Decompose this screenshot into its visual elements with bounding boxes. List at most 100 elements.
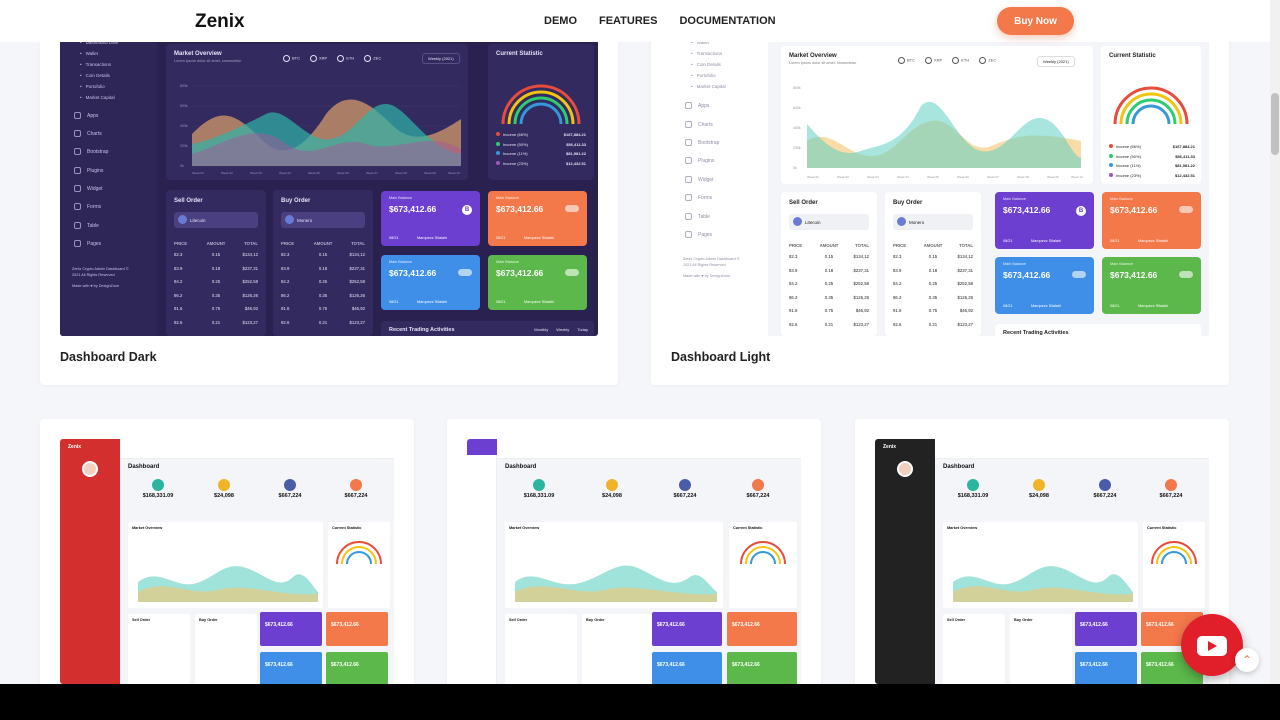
sell-coin-select[interactable]: Litecoin bbox=[789, 214, 869, 230]
toggle-icon bbox=[565, 205, 579, 212]
buy-order-title: Buy Order bbox=[281, 198, 311, 204]
plugins-icon bbox=[74, 167, 81, 174]
svg-text:Week 03: Week 03 bbox=[250, 171, 262, 175]
sidebar-sub-item: Dashboard Dark bbox=[80, 40, 119, 45]
demo-card-dark[interactable]: Dashboard Dark Wallet Transactions Coin … bbox=[40, 30, 618, 385]
recent-trading-panel: Recent Trading Activities Monthly Weekly T… bbox=[381, 321, 594, 336]
demo-card-purple-sidebar[interactable]: Dashboard $168,331.09 $24,098 $667,224 $… bbox=[447, 419, 821, 699]
preview-sidebar: Zenix bbox=[875, 439, 935, 684]
apps-icon bbox=[685, 102, 692, 109]
svg-text:Week 07: Week 07 bbox=[987, 175, 999, 179]
svg-text:Week 10: Week 10 bbox=[1071, 175, 1083, 179]
weekly-select[interactable]: Weekly (2021) bbox=[1037, 56, 1075, 67]
sell-order-table: PRICE AMOUNT TOTAL 82.3 0.15 $134,12 83.9 0.1… bbox=[174, 241, 258, 325]
buy-now-button[interactable]: Buy Now bbox=[997, 7, 1074, 35]
nav-link-features[interactable]: FEATURES bbox=[599, 15, 658, 27]
card-caption[interactable]: Dashboard Light bbox=[671, 350, 771, 364]
sidebar-sub-item: Portofolio bbox=[80, 84, 105, 89]
balance-card-purple[interactable]: Main Balance $673,412.66 08/21 Marquezz Sil… bbox=[995, 192, 1094, 249]
sell-order-panel: Sell Order Litecoin PRICE AMOUNT TOTAL 82.… bbox=[166, 190, 266, 336]
dashboard-light-preview[interactable]: Wallet Transactions Coin Details Portofo… bbox=[671, 40, 1209, 336]
nav-link-demo[interactable]: DEMO bbox=[544, 15, 577, 27]
market-overview-subtitle: Lorem ipsum dolor sit amet, consectetur bbox=[174, 59, 242, 63]
sidebar-footer: Zenix Crypto Admin Dashboard © 2021 All … bbox=[72, 267, 129, 288]
balance-card-orange[interactable]: Main Balance $673,412.66 08/21 Marquezz Sil… bbox=[1102, 192, 1201, 249]
pages-icon bbox=[685, 231, 692, 238]
current-statistic-panel: Current Statistic Income (66%) $167,884.2… bbox=[488, 44, 594, 180]
y-tick: 400k bbox=[180, 124, 188, 128]
buy-coin-select[interactable]: Monero bbox=[893, 214, 973, 230]
top-navbar: Zenix DEMO FEATURES DOCUMENTATION Buy No… bbox=[0, 0, 1270, 42]
balance-card-green[interactable]: Main Balance $673,412.66 08/21 Marquezz Sil… bbox=[488, 255, 587, 310]
svg-text:Week 04: Week 04 bbox=[897, 175, 909, 179]
dashboard-dark-preview[interactable]: Dashboard Dark Wallet Transactions Coin … bbox=[60, 40, 598, 336]
sidebar-sub-item: Wallet bbox=[80, 51, 98, 56]
sidebar-item: Forms bbox=[74, 203, 101, 210]
balance-card-blue[interactable]: Main Balance $673,412.66 08/21 Marquezz Sil… bbox=[995, 257, 1094, 314]
scroll-to-top-button[interactable]: ⌃ bbox=[1235, 648, 1259, 672]
sidebar-item: Bootstrap bbox=[74, 148, 108, 155]
recent-tabs[interactable]: Monthly Weekly Today bbox=[534, 327, 588, 332]
nav-link-documentation[interactable]: DOCUMENTATION bbox=[679, 15, 776, 27]
y-tick: 0k bbox=[180, 164, 184, 168]
current-statistic-title: Current Statistic bbox=[496, 51, 543, 57]
sidebar-item: Apps bbox=[74, 112, 98, 119]
bitcoin-icon: B bbox=[1076, 206, 1086, 216]
sidebar-sub-item: Coin Details bbox=[80, 73, 110, 78]
dashboard-purple-preview[interactable]: Dashboard $168,331.09 $24,098 $667,224 $… bbox=[467, 439, 801, 684]
page-title: Dashboard bbox=[128, 464, 160, 470]
svg-text:Week 01: Week 01 bbox=[192, 171, 204, 175]
pages-icon bbox=[74, 240, 81, 247]
svg-text:600k: 600k bbox=[793, 106, 801, 110]
bootstrap-icon bbox=[74, 148, 81, 155]
statistic-legend: Income (66%) $167,884.21 Income (50%) $56,… bbox=[496, 130, 586, 168]
play-icon bbox=[1208, 641, 1217, 651]
table-icon bbox=[685, 213, 692, 220]
card-caption[interactable]: Dashboard Dark bbox=[60, 350, 157, 364]
svg-text:800k: 800k bbox=[793, 86, 801, 90]
demo-card-red-sidebar[interactable]: Zenix Dashboard $168,331.09 $24,098 $667… bbox=[40, 419, 414, 699]
svg-text:0k: 0k bbox=[793, 166, 797, 170]
sell-coin-select[interactable]: Litecoin bbox=[174, 212, 258, 228]
svg-text:Week 06: Week 06 bbox=[957, 175, 969, 179]
sidebar-item: Pages bbox=[74, 240, 101, 247]
svg-text:Week 09: Week 09 bbox=[424, 171, 436, 175]
bottom-bar bbox=[0, 684, 1280, 720]
coin-filter[interactable]: BTC XRP ETH ZEC bbox=[898, 57, 996, 64]
table-icon bbox=[74, 222, 81, 229]
sell-order-title: Sell Order bbox=[174, 198, 203, 204]
svg-text:Week 07: Week 07 bbox=[366, 171, 378, 175]
preview-sidebar bbox=[467, 439, 497, 684]
dashboard-red-preview[interactable]: Zenix Dashboard $168,331.09 $24,098 $667… bbox=[60, 439, 394, 684]
demo-card-light[interactable]: Wallet Transactions Coin Details Portofo… bbox=[651, 30, 1229, 385]
balance-card-green[interactable]: Main Balance $673,412.66 08/21 Marquezz Sil… bbox=[1102, 257, 1201, 314]
svg-text:Week 03: Week 03 bbox=[867, 175, 879, 179]
svg-text:Week 04: Week 04 bbox=[279, 171, 291, 175]
preview-topbar bbox=[935, 439, 1209, 459]
logo[interactable]: Zenix bbox=[195, 11, 245, 32]
y-tick: 600k bbox=[180, 104, 188, 108]
sidebar-item: Table bbox=[74, 222, 99, 229]
svg-text:Week 01: Week 01 bbox=[807, 175, 819, 179]
demo-card-black-sidebar[interactable]: Zenix Dashboard $168,331.09 $24,098 $667… bbox=[855, 419, 1229, 699]
statistic-arc-chart bbox=[1113, 86, 1189, 125]
coin-filter[interactable]: BTC XRP ETH ZEC bbox=[283, 55, 381, 62]
balance-card-blue[interactable]: Main Balance $673,412.66 08/21 Marquezz Sil… bbox=[381, 255, 480, 310]
avatar bbox=[82, 461, 98, 477]
plugins-icon bbox=[685, 157, 692, 164]
page-scrollbar[interactable] bbox=[1270, 0, 1280, 684]
market-overview-title: Market Overview bbox=[174, 51, 222, 57]
svg-text:Week 08: Week 08 bbox=[395, 171, 407, 175]
weekly-select[interactable]: Weekly (2021) bbox=[422, 53, 460, 64]
balance-card-orange[interactable]: Main Balance $673,412.66 08/21 Marquezz Sil… bbox=[488, 191, 587, 246]
dashboard-black-preview[interactable]: Zenix Dashboard $168,331.09 $24,098 $667… bbox=[875, 439, 1209, 684]
balance-card-purple[interactable]: Main Balance $673,412.66 08/21 Marquezz Sil… bbox=[381, 191, 480, 246]
scrollbar-thumb[interactable] bbox=[1271, 93, 1279, 155]
sidebar-item: Charts bbox=[74, 130, 102, 137]
avatar bbox=[897, 461, 913, 477]
preview-sidebar: Wallet Transactions Coin Details Portofo… bbox=[671, 40, 768, 336]
toggle-icon bbox=[1072, 271, 1086, 278]
buy-coin-select[interactable]: Monero bbox=[281, 212, 365, 228]
svg-text:Week 10: Week 10 bbox=[448, 171, 460, 175]
